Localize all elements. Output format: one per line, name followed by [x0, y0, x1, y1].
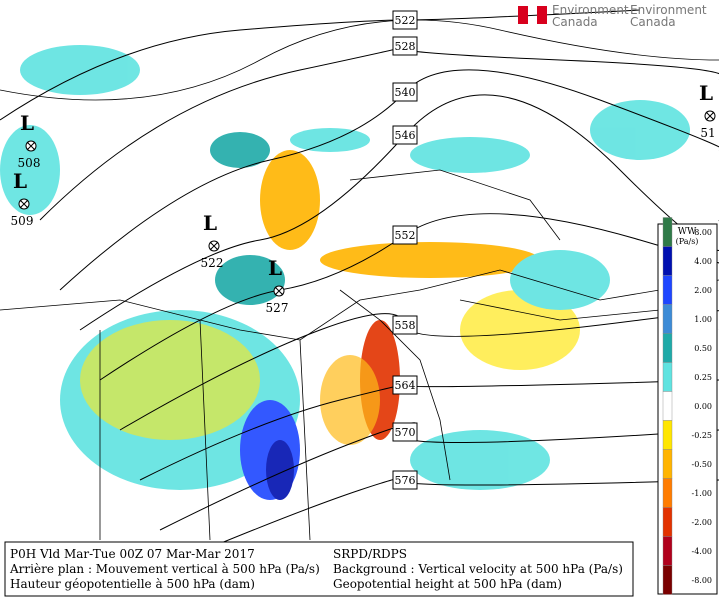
- contour-label-box: [392, 470, 418, 490]
- caption-lines: P0H Vld Mar-Tue 00Z 07 Mar-Mar 2017Arriè…: [9, 547, 623, 591]
- legend-label: -2.00: [691, 518, 712, 527]
- caption-line: SRPD/RDPS: [333, 547, 407, 561]
- contour-label-box: [392, 10, 418, 30]
- low-cross: [209, 241, 219, 251]
- caption-line: Arrière plan : Mouvement vertical à 500 …: [9, 562, 320, 576]
- contour-label: 552: [395, 229, 416, 242]
- contour-label: 570: [395, 426, 416, 439]
- low-symbol: L: [268, 256, 282, 280]
- contour-label-box: [392, 375, 418, 395]
- low-value: 509: [11, 214, 34, 228]
- caption-line: Geopotential height at 500 hPa (dam): [333, 577, 562, 591]
- legend-swatch: [662, 275, 673, 305]
- caption: P0H Vld Mar-Tue 00Z 07 Mar-Mar 2017Arriè…: [4, 541, 634, 597]
- contour-labels: 522 528 540 546 552 558 564 570 576: [392, 10, 418, 490]
- legend-label: 0.00: [694, 402, 712, 411]
- legend-label: -4.00: [691, 547, 712, 556]
- low-cross: [26, 141, 36, 151]
- brand-text: Canada: [630, 15, 676, 29]
- legend-swatch: [662, 449, 673, 479]
- low-value: 527: [266, 301, 289, 315]
- legend-title: WW: [678, 227, 697, 237]
- field-blobs: [0, 45, 690, 500]
- legend-label: -8.00: [691, 576, 712, 585]
- contour-label-box: [392, 225, 418, 245]
- contour-label: 540: [395, 86, 416, 99]
- brand-text: Environment: [552, 3, 629, 17]
- contour-label-box: [392, 125, 418, 145]
- legend-swatch: [662, 362, 673, 392]
- legend-swatch: [662, 507, 673, 537]
- low-symbol: L: [699, 81, 713, 105]
- contour-label-box: [392, 422, 418, 442]
- caption-box: [4, 541, 634, 597]
- geography: [0, 19, 719, 541]
- contour-label-box: [392, 82, 418, 102]
- legend-swatch: [662, 391, 673, 421]
- low-value: 508: [18, 156, 41, 170]
- legend-swatch: [662, 246, 673, 276]
- contour-label: 558: [395, 319, 416, 332]
- legend-label: 4.00: [694, 257, 712, 266]
- legend-label: 2.00: [694, 286, 712, 295]
- legend-entries: 8.00 4.00 2.00 1.00 0.50 0.25 0.00 -0.25 -0.50 -1…: [662, 217, 712, 595]
- legend-swatch: [662, 420, 673, 450]
- legend-unit: (Pa/s): [676, 237, 699, 246]
- low-symbol: L: [20, 111, 34, 135]
- legend-swatch: [662, 478, 673, 508]
- low-cross: [705, 111, 715, 121]
- contour-label: 528: [395, 40, 416, 53]
- caption-line: Background : Vertical velocity at 500 hP…: [333, 562, 623, 576]
- brand-text: Canada: [552, 15, 598, 29]
- low-value: 51: [700, 126, 715, 140]
- legend-label: -0.25: [691, 431, 712, 440]
- low-cross: [274, 286, 284, 296]
- legend-swatch: [662, 536, 673, 566]
- brand: Environment Canada Environment Canada: [518, 3, 707, 29]
- caption-line: P0H Vld Mar-Tue 00Z 07 Mar-Mar 2017: [10, 547, 255, 561]
- legend: WW (Pa/s) 8.00 4.00 2.00 1.00 0.50 0.25 0.00 -0…: [657, 217, 718, 595]
- legend-swatch: [662, 217, 673, 247]
- legend-label: 8.00: [694, 228, 712, 237]
- legend-label: -0.50: [691, 460, 712, 469]
- contour-label: 576: [395, 474, 416, 487]
- legend-label: 0.25: [694, 373, 712, 382]
- low-symbol: L: [203, 211, 217, 235]
- contour-label: 564: [395, 379, 416, 392]
- contour-label: 522: [395, 14, 416, 27]
- low-value: 522: [201, 256, 224, 270]
- legend-swatch: [662, 333, 673, 363]
- legend-label: 0.50: [694, 344, 712, 353]
- brand-text: Environment: [630, 3, 707, 17]
- legend-label: -1.00: [691, 489, 712, 498]
- contour-label-box: [392, 315, 418, 335]
- legend-label: 1.00: [694, 315, 712, 324]
- contour-label: 546: [395, 129, 416, 142]
- low-cross: [19, 199, 29, 209]
- legend-swatch: [662, 565, 673, 595]
- contour-label-box: [392, 36, 418, 56]
- legend-swatch: [662, 304, 673, 334]
- low-symbol: L: [13, 169, 27, 193]
- caption-line: Hauteur géopotentielle à 500 hPa (dam): [10, 577, 255, 591]
